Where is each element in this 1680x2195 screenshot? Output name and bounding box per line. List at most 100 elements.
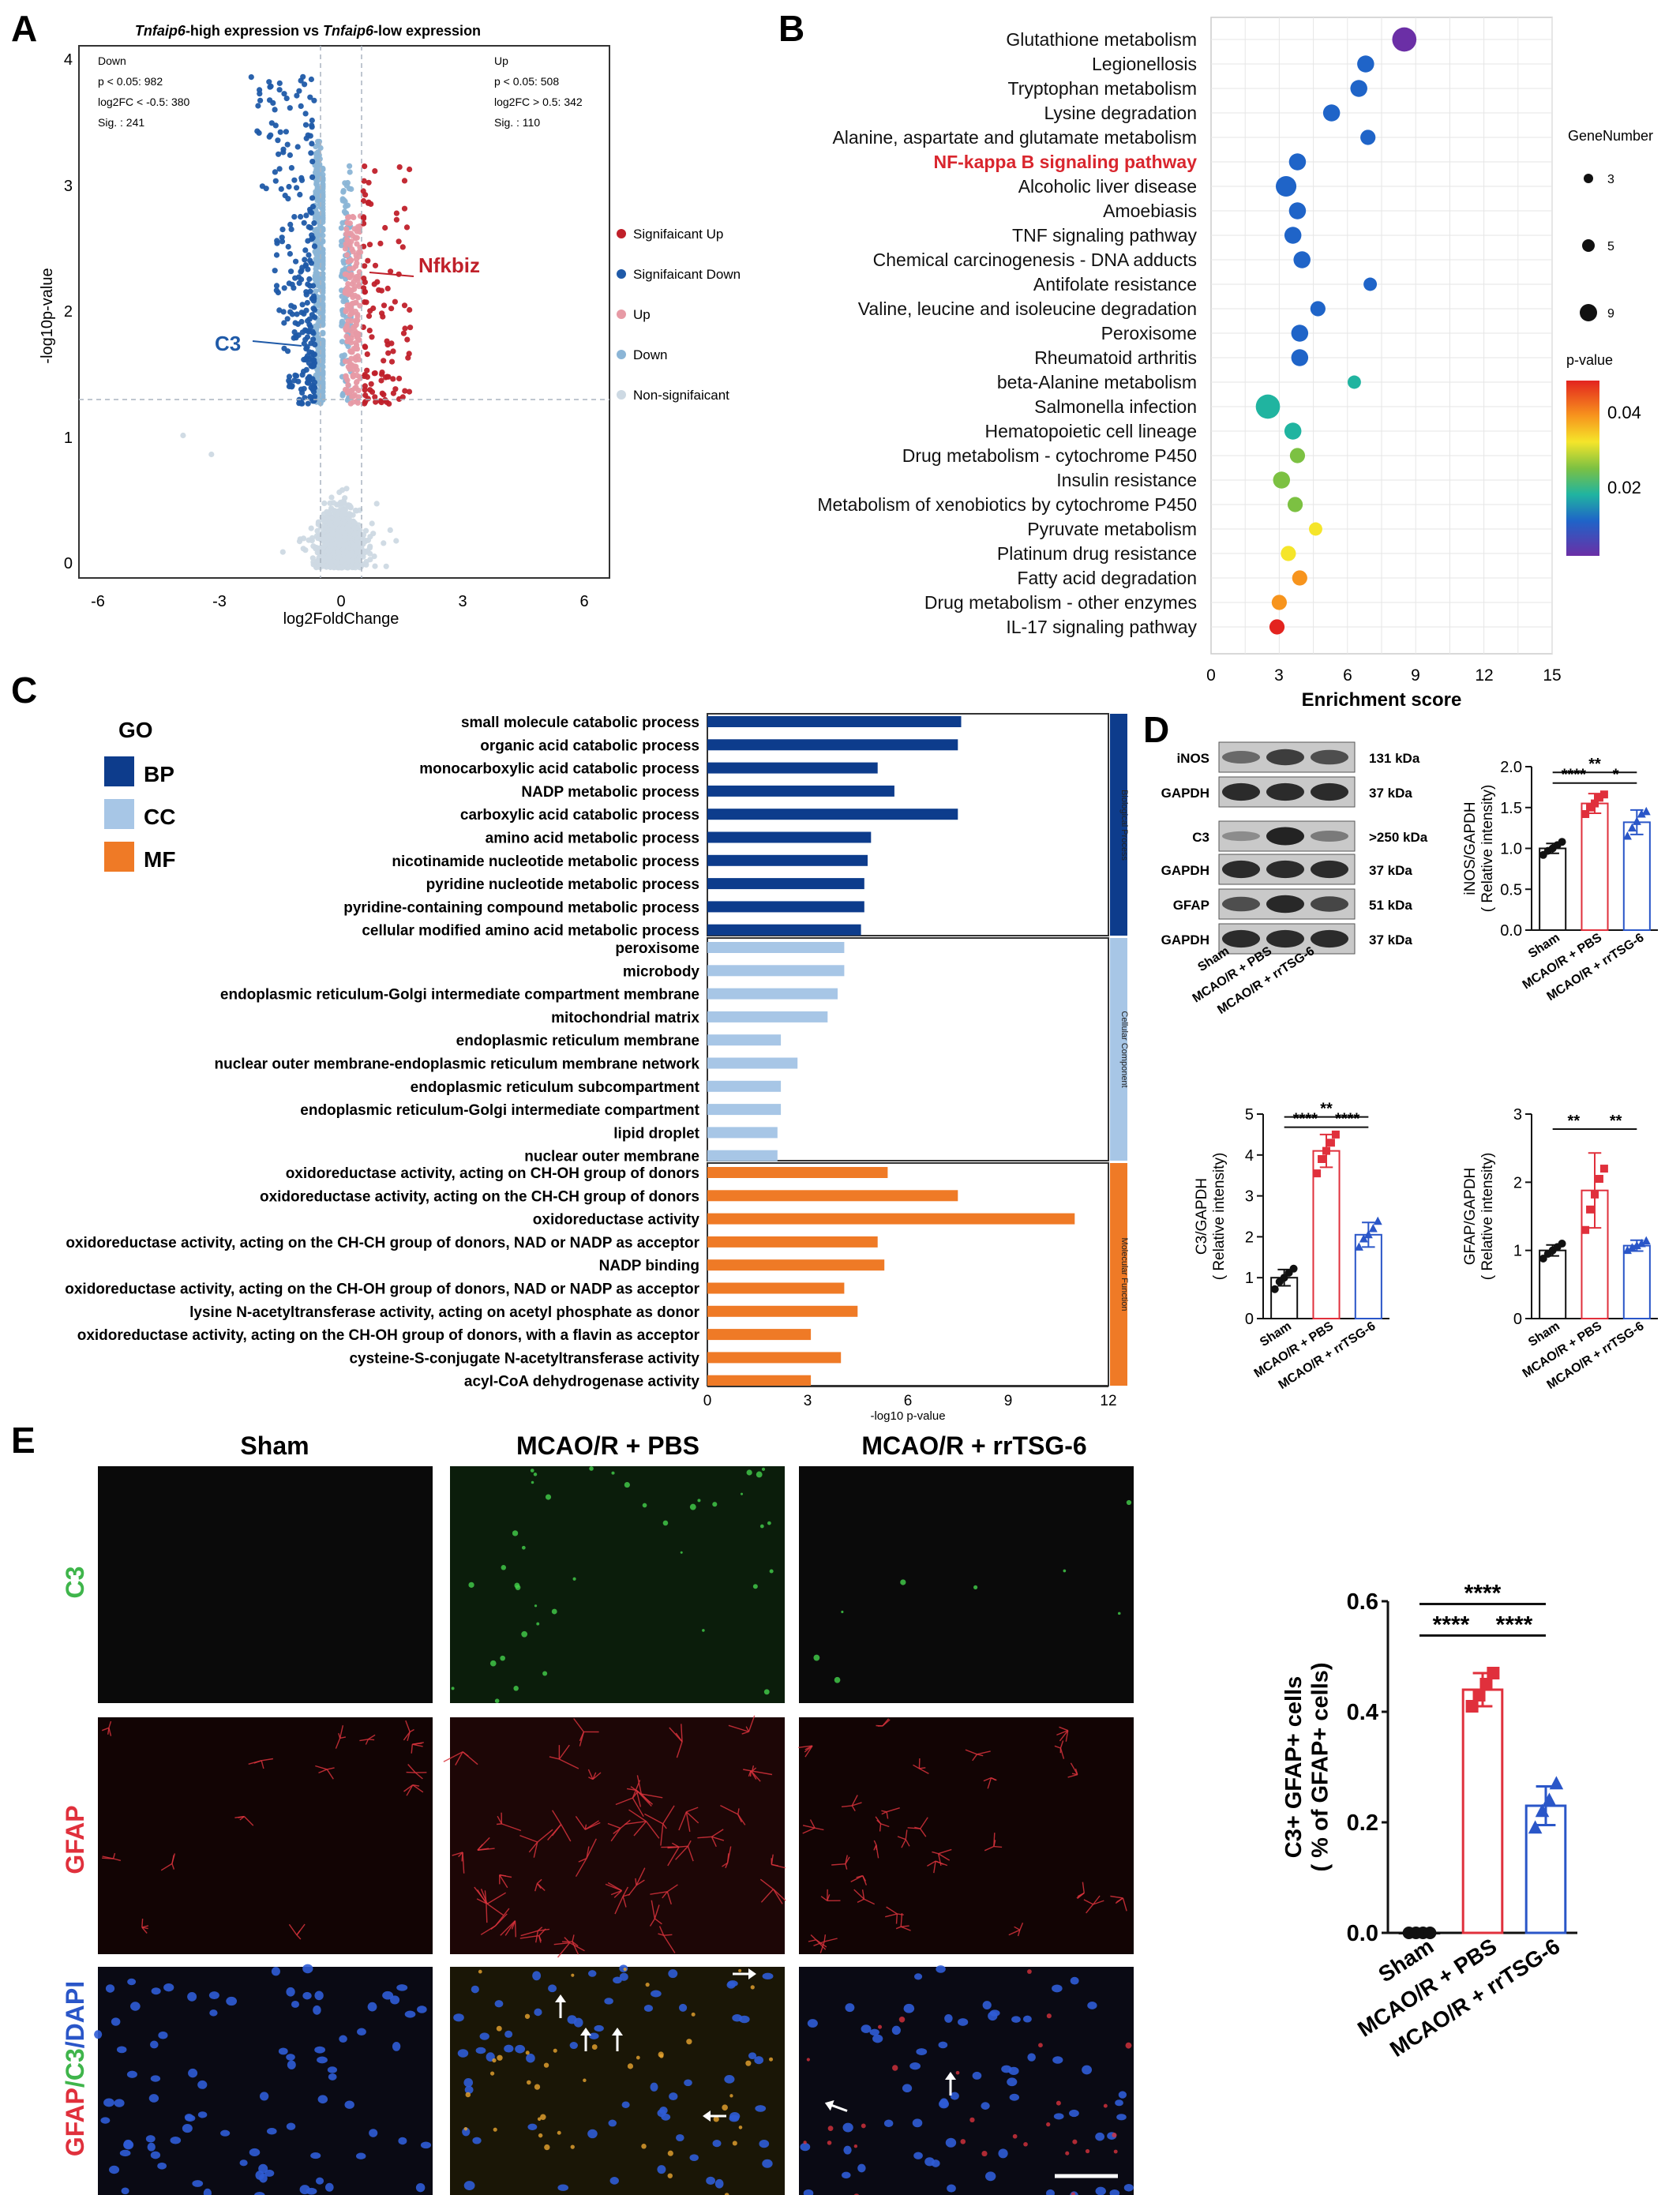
dapi-nucleus	[712, 2139, 722, 2148]
volcano-point	[367, 543, 373, 550]
volcano-point	[338, 225, 344, 231]
volcano-point	[329, 531, 336, 538]
volcano-point	[284, 141, 291, 148]
dapi-nucleus	[1053, 2113, 1064, 2120]
volcano-point	[314, 186, 321, 193]
volcano-point	[356, 556, 362, 562]
merge-signal	[627, 2063, 634, 2069]
merge-signal	[1056, 2100, 1061, 2106]
micrograph-tile	[799, 1466, 1134, 1703]
bar	[1539, 847, 1567, 931]
dapi-nucleus	[944, 2013, 953, 2023]
volcano-point	[350, 249, 356, 255]
dapi-nucleus	[843, 2145, 852, 2155]
merge-signal	[960, 2139, 966, 2144]
pathway-bubble	[1273, 471, 1291, 489]
volcano-point	[407, 325, 414, 331]
dapi-nucleus	[286, 1987, 295, 1997]
volcano-point	[303, 307, 309, 313]
blot-group-label: Sham	[1195, 944, 1232, 974]
volcano-point	[311, 295, 317, 302]
volcano-point	[343, 226, 350, 232]
data-point	[1270, 1285, 1279, 1293]
merge-signal	[534, 2084, 541, 2090]
c3-signal	[531, 1480, 534, 1484]
dapi-nucleus	[861, 2024, 872, 2033]
go-xticks: 0 3 6 9 12	[703, 1393, 1117, 1409]
dapi-nucleus	[126, 2070, 137, 2078]
volcano-point	[406, 388, 413, 395]
volcano-point	[361, 373, 368, 380]
dapi-nucleus	[457, 2049, 469, 2058]
go-bar	[707, 1213, 1075, 1225]
sig-label: ****	[1562, 767, 1586, 784]
merge-signal	[827, 2141, 832, 2145]
micrographs	[94, 1466, 1134, 2195]
dapi-nucleus	[659, 2107, 668, 2114]
pvalue-legend-title: p-value	[1566, 352, 1613, 368]
dapi-nucleus	[982, 2001, 992, 2009]
volcano-point	[302, 247, 309, 253]
volcano-point	[388, 358, 396, 365]
volcano-point	[401, 178, 408, 184]
down-stats-line: p < 0.05: 982	[98, 75, 163, 88]
volcano-point	[354, 330, 361, 336]
dapi-nucleus	[278, 2047, 288, 2055]
volcano-point	[309, 174, 316, 180]
volcano-point	[320, 302, 326, 309]
c3-signal	[746, 1469, 752, 1476]
volcano-point	[320, 370, 326, 377]
pathway-label: Tryptophan metabolism	[1008, 78, 1197, 99]
volcano-point	[349, 558, 356, 565]
pathway-bubble	[1292, 570, 1307, 586]
dapi-nucleus	[417, 2006, 427, 2013]
dapi-nucleus	[299, 2185, 310, 2195]
volcano-point	[315, 149, 321, 156]
volcano-point	[292, 320, 298, 326]
volcano-point	[367, 534, 373, 540]
volcano-point	[312, 314, 318, 321]
gfap-process	[461, 1852, 463, 1862]
volcano-point	[311, 357, 317, 363]
mf-category-label: Molecular Function	[1119, 1238, 1129, 1311]
dapi-nucleus	[762, 1972, 774, 1980]
merge-signal	[623, 1967, 627, 1972]
bubble-labels: Glutathione metabolism Legionellosis Trypt…	[817, 29, 1197, 637]
volcano-point	[345, 214, 352, 220]
volcano-point	[305, 238, 311, 244]
volcano-point	[362, 527, 369, 534]
dapi-nucleus	[94, 2030, 103, 2039]
volcano-point	[396, 375, 403, 381]
go-bar	[707, 942, 845, 953]
volcano-point	[403, 224, 411, 231]
dapi-nucleus	[313, 2005, 321, 2015]
panel-letter-b: B	[778, 8, 804, 49]
merge-signal	[738, 2126, 743, 2129]
dapi-nucleus	[883, 2119, 894, 2128]
dapi-nucleus	[587, 1970, 597, 1977]
volcano-point	[384, 399, 390, 405]
pathway-bubble	[1284, 227, 1302, 244]
volcano-point	[372, 563, 378, 569]
volcano-point	[354, 398, 361, 404]
dapi-nucleus	[158, 2031, 168, 2039]
volcano-point	[387, 527, 393, 534]
blot-band	[1222, 896, 1260, 912]
volcano-point	[339, 197, 346, 204]
blot-protein-label: iNOS	[1176, 751, 1209, 766]
c3-signal	[1063, 1569, 1067, 1573]
dapi-nucleus	[404, 2010, 416, 2018]
merge-signal	[1046, 2013, 1052, 2019]
western-blots: iNOS 131 kDa GAPDH 37 kDa C3 >250 kDa GAPDH 37 …	[1161, 741, 1428, 955]
c3-signal	[813, 1654, 820, 1661]
c3-annotation: C3	[215, 332, 241, 355]
blot-band	[1222, 860, 1260, 879]
go-term-label: microbody	[623, 963, 700, 980]
dapi-nucleus	[985, 2171, 996, 2182]
volcano-ylabel: -log10p-value	[39, 268, 56, 363]
c3-signal	[542, 1671, 548, 1676]
dapi-nucleus	[302, 1991, 312, 2000]
merge-signal	[667, 2173, 673, 2178]
go-term-label: nuclear outer membrane-endoplasmic retic…	[214, 1056, 699, 1073]
c3-signal	[900, 1579, 906, 1585]
